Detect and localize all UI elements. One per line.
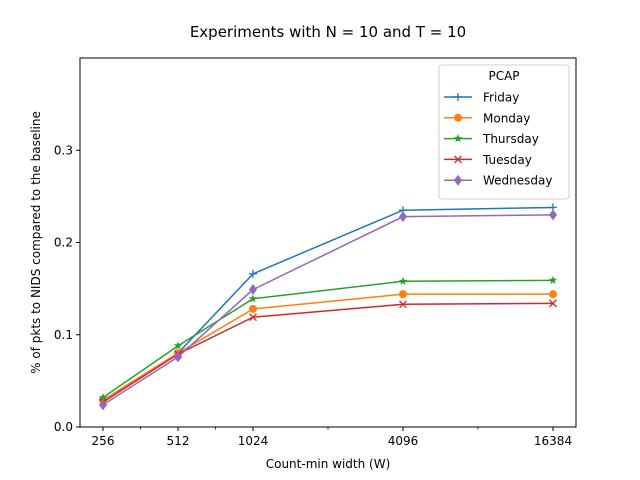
point-wednesday-diamond-marker bbox=[549, 209, 557, 221]
legend-title: PCAP bbox=[488, 69, 519, 83]
legend-label: Wednesday bbox=[483, 174, 552, 188]
point-monday-circle-marker bbox=[549, 290, 557, 299]
series-layer bbox=[98, 203, 558, 411]
legend-wednesday-diamond-marker bbox=[454, 174, 462, 186]
series-thursday bbox=[98, 275, 558, 402]
x-tick-label: 16384 bbox=[534, 434, 572, 448]
legend-item-friday: Friday bbox=[444, 91, 519, 105]
legend-tuesday-x-marker bbox=[454, 155, 462, 164]
point-thursday-star-marker bbox=[173, 341, 183, 350]
point-friday-plus-marker bbox=[249, 269, 257, 278]
chart-title: Experiments with N = 10 and T = 10 bbox=[190, 23, 466, 41]
legend-item-thursday: Thursday bbox=[444, 132, 539, 146]
point-monday-circle-marker bbox=[249, 304, 257, 313]
legend-thursday-star-marker bbox=[453, 134, 463, 143]
point-thursday-star-marker bbox=[248, 294, 258, 303]
y-tick-label: 0.0 bbox=[54, 420, 73, 434]
series-wednesday bbox=[99, 209, 557, 411]
point-tuesday-x-marker bbox=[399, 300, 407, 309]
legend-monday-circle-marker bbox=[454, 113, 462, 122]
x-tick-label: 256 bbox=[92, 434, 115, 448]
legend-label: Friday bbox=[483, 91, 519, 105]
legend-item-monday: Monday bbox=[444, 111, 530, 125]
legend-items: Friday Monday Thursday Tuesday Wednesday bbox=[444, 91, 552, 188]
y-tick-label: 0.3 bbox=[54, 143, 73, 157]
x-tick-label: 512 bbox=[167, 434, 190, 448]
point-thursday-star-marker bbox=[398, 276, 408, 285]
point-tuesday-x-marker bbox=[249, 313, 257, 322]
legend-item-tuesday: Tuesday bbox=[444, 153, 532, 167]
legend-item-wednesday: Wednesday bbox=[444, 174, 552, 188]
legend-label: Monday bbox=[483, 111, 530, 125]
x-tick-label: 4096 bbox=[388, 434, 419, 448]
legend-label: Tuesday bbox=[482, 153, 532, 167]
point-wednesday-diamond-marker bbox=[249, 284, 257, 296]
point-thursday-star-marker bbox=[98, 392, 108, 402]
point-wednesday-diamond-marker bbox=[399, 211, 407, 223]
legend-friday-plus-marker bbox=[454, 93, 462, 101]
y-axis-label: % of pkts to NIDS compared to the baseli… bbox=[29, 111, 43, 374]
point-wednesday-diamond-marker bbox=[174, 351, 182, 363]
ticks-layer: 256 512 1024 4096 16384 0.0 0.1 0.2 0.3 bbox=[54, 143, 572, 448]
point-thursday-star-marker bbox=[548, 275, 558, 284]
x-tick-label: 1024 bbox=[238, 434, 269, 448]
y-tick-label: 0.2 bbox=[54, 236, 73, 250]
y-tick-label: 0.1 bbox=[54, 328, 73, 342]
legend-label: Thursday bbox=[482, 132, 539, 146]
legend: PCAP Friday Monday Thursday Tuesday Wednesda… bbox=[438, 64, 570, 200]
plot-frame bbox=[79, 57, 577, 428]
point-wednesday-diamond-marker bbox=[99, 399, 107, 411]
point-tuesday-x-marker bbox=[549, 299, 557, 308]
x-axis-label: Count-min width (W) bbox=[266, 457, 391, 471]
legend-box bbox=[438, 64, 570, 200]
point-monday-circle-marker bbox=[399, 290, 407, 299]
